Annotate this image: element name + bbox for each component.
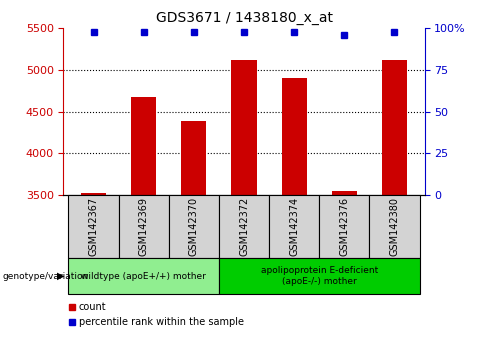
Bar [219,258,420,294]
Text: GSM142370: GSM142370 [189,197,199,256]
Text: GSM142380: GSM142380 [389,197,400,256]
Text: GSM142374: GSM142374 [289,197,299,256]
Bar [319,195,369,258]
Bar [231,60,257,195]
Legend: count, percentile rank within the sample: count, percentile rank within the sample [68,302,244,327]
Bar [81,193,106,195]
Text: ▶: ▶ [57,271,65,281]
Bar [169,195,219,258]
Bar [131,97,156,195]
Text: GSM142372: GSM142372 [239,197,249,256]
Bar [182,121,206,195]
Bar [219,195,269,258]
Text: wildtype (apoE+/+) mother: wildtype (apoE+/+) mother [81,272,206,281]
Bar [369,195,420,258]
Bar [269,195,319,258]
Bar [119,195,169,258]
Text: apolipoprotein E-deficient
(apoE-/-) mother: apolipoprotein E-deficient (apoE-/-) mot… [261,267,378,286]
Text: GSM142369: GSM142369 [139,197,149,256]
Bar [282,78,306,195]
Text: GSM142376: GSM142376 [339,197,349,256]
Bar [382,60,407,195]
Bar [68,258,219,294]
Text: genotype/variation: genotype/variation [2,272,89,281]
Bar [332,192,357,195]
Bar [68,195,119,258]
Title: GDS3671 / 1438180_x_at: GDS3671 / 1438180_x_at [156,11,332,24]
Text: GSM142367: GSM142367 [88,197,99,256]
